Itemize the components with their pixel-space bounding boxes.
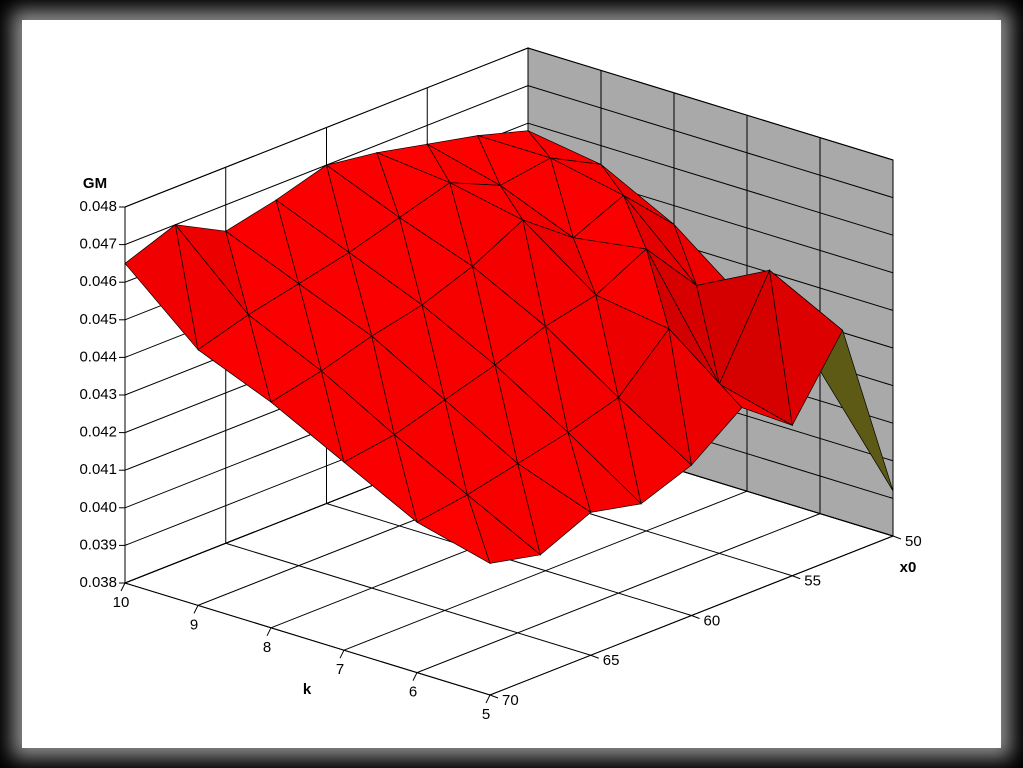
x-tick [590,654,599,659]
y-tick [339,649,345,659]
z-tick-label: 0.043 [79,386,117,403]
y-tick [412,672,418,681]
z-tick-label: 0.039 [79,536,117,553]
x-tick-label: 50 [905,533,922,550]
grid-line [527,122,894,236]
y-tick [485,694,491,704]
z-tick-label: 0.041 [79,461,117,478]
x-tick-label: 60 [704,612,721,629]
surface-facet [617,396,693,505]
x-axis-label: x0 [900,559,917,576]
surface-facet [668,327,743,466]
surface-facet [567,431,642,513]
x-tick-label: 70 [502,692,519,709]
z-axis-label: GM [83,175,107,192]
z-tick-label: 0.046 [79,273,117,290]
z-tick-label: 0.040 [79,499,117,516]
z-tick-label: 0.042 [79,424,117,441]
x-tick [792,575,801,580]
x-tick-label: 55 [804,573,821,590]
y-tick [266,627,272,637]
z-tick-label: 0.047 [79,236,117,253]
z-tick-label: 0.044 [79,348,117,365]
x-tick [892,535,902,540]
y-tick [120,582,126,592]
y-tick-label: 5 [482,706,490,723]
surface-facet [517,462,592,556]
z-tick-label: 0.038 [79,574,117,591]
z-tick-label: 0.048 [79,198,117,215]
y-tick-label: 8 [263,639,271,656]
x-tick [691,615,700,619]
y-tick [193,605,199,614]
grid-line [527,47,894,161]
x-tick-label: 65 [603,652,620,669]
x-tick [489,694,499,699]
y-axis-label: k [303,681,312,698]
grid-line [527,85,894,199]
y-tick-label: 6 [409,684,417,701]
y-tick-label: 9 [190,616,198,633]
grid-line [225,542,591,656]
y-tick-label: 10 [113,594,130,611]
y-tick-label: 7 [336,661,344,678]
grid-line [124,582,491,696]
surface-facet [466,493,542,564]
z-tick-label: 0.045 [79,311,117,328]
surface-facet [769,269,844,427]
